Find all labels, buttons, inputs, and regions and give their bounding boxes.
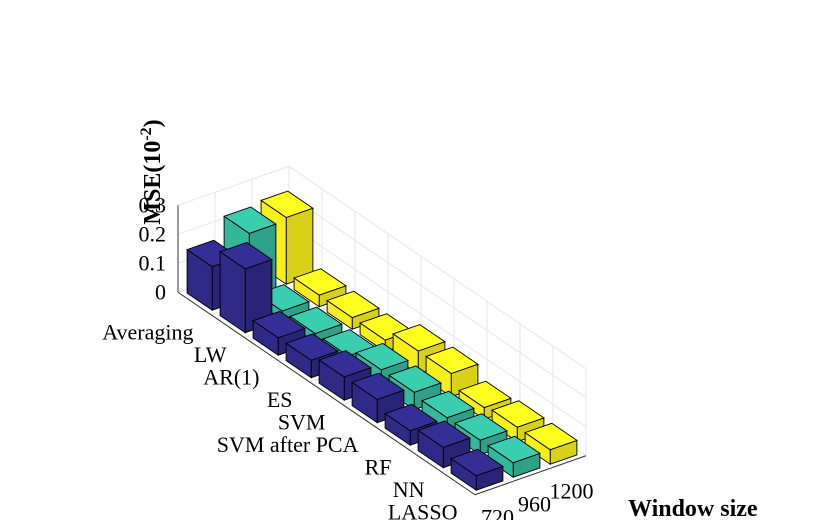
grid-line [177, 165, 587, 370]
category-label: SVM [278, 410, 326, 435]
category-label: LW [194, 342, 227, 367]
bar [491, 400, 545, 443]
category-label: RF [365, 455, 392, 480]
bar [219, 242, 273, 334]
bar-top-face [425, 346, 479, 374]
bar-top-face [219, 242, 273, 270]
bar-top-face [293, 268, 347, 296]
bar-top-face [450, 448, 504, 477]
bar-top-face [355, 342, 409, 371]
x-axis-title: Window size [628, 496, 758, 520]
bar-top-face [252, 310, 306, 339]
bar-top-face [417, 420, 471, 448]
category-label: AR(1) [203, 365, 259, 390]
bar [293, 268, 347, 308]
z-tick-label: 0 [155, 279, 166, 304]
bar-top-face [326, 290, 380, 319]
bar-top-face [285, 333, 339, 361]
bar [487, 435, 541, 479]
bar [524, 422, 578, 466]
category-label: SVM after PCA [217, 432, 359, 457]
bar-top-face [289, 306, 343, 334]
bars [186, 190, 578, 492]
bar-top-face [524, 422, 578, 451]
bar-top-face [384, 403, 438, 432]
category-label: ES [267, 387, 293, 412]
z-axis-title: MSE(10-2) [138, 119, 166, 224]
bar-top-face [388, 365, 442, 393]
bar-top-face [223, 206, 277, 234]
bar-top-face [491, 400, 545, 428]
window-axis-line [474, 455, 587, 496]
window-size-label: 720 [481, 504, 514, 520]
bar-top-face [487, 435, 541, 464]
category-label: LASSO [388, 500, 458, 520]
bar-top-face [260, 190, 314, 218]
window-size-label: 1200 [550, 478, 594, 503]
z-axis-title-close: ) [140, 119, 166, 127]
bar-top-face [421, 390, 475, 419]
bar [450, 448, 504, 492]
category-label: NN [393, 477, 425, 502]
bar-top-face [318, 350, 372, 378]
category-label: Averaging [102, 320, 193, 345]
bar [252, 310, 306, 357]
z-axis-title-main: MSE(10 [140, 141, 166, 225]
z-axis-title-exponent: -2 [138, 127, 155, 140]
window-size-label: 960 [518, 491, 551, 516]
z-tick-label: 0.2 [139, 221, 167, 246]
bar [425, 346, 479, 398]
bar-top-face [454, 413, 508, 441]
bar-top-face [351, 372, 405, 400]
bar [417, 420, 471, 469]
bar [326, 290, 380, 331]
z-tick-label: 0.3 [139, 192, 167, 217]
bar-top-face [458, 380, 512, 409]
category-axis-line [177, 291, 476, 496]
bar-top-face [392, 324, 446, 352]
z-tick-label: 0.1 [139, 250, 167, 275]
